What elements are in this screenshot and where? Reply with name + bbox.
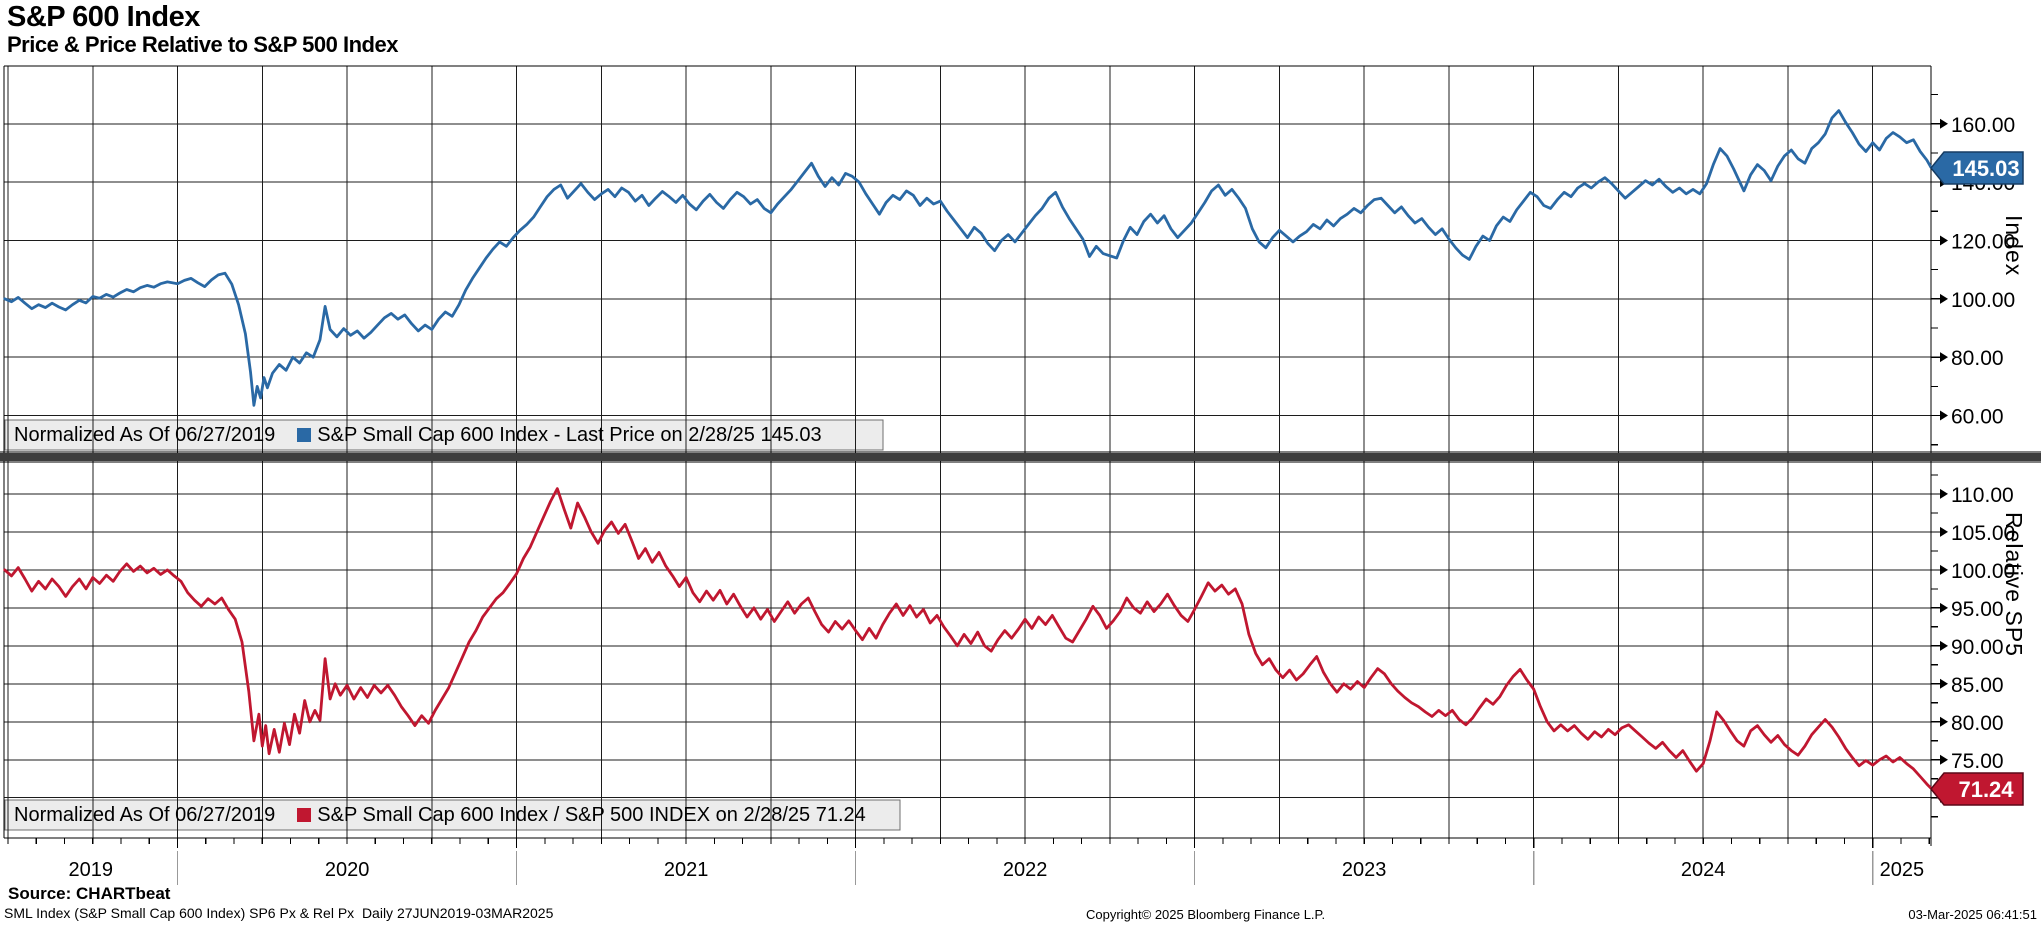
last-price-flag-bottom: 71.24: [1930, 772, 2024, 806]
legend-series-label: S&P Small Cap 600 Index / S&P 500 INDEX …: [317, 803, 866, 826]
y-axis-tick-label: 80.00: [1951, 712, 2004, 735]
y-axis-tick-label: 80.00: [1951, 347, 2004, 370]
legend-top-panel: Normalized As Of 06/27/2019 S&P Small Ca…: [14, 421, 822, 449]
y-axis-tick-label: 75.00: [1951, 750, 2004, 773]
legend-series-label: S&P Small Cap 600 Index - Last Price on …: [317, 423, 822, 446]
y-tick-arrow-icon: [1940, 678, 1948, 689]
y-tick-arrow-icon: [1940, 526, 1948, 537]
legend-bottom-panel: Normalized As Of 06/27/2019 S&P Small Ca…: [14, 801, 866, 829]
y-tick-arrow-icon: [1940, 602, 1948, 613]
last-price-value-bottom: 71.24: [1958, 777, 2014, 802]
y-axis-tick-label: 95.00: [1951, 598, 2004, 621]
y-axis-tick-label: 100.00: [1951, 560, 2015, 583]
series-line-relative: [3, 487, 1933, 790]
series-swatch-relative-icon: [297, 808, 312, 822]
x-axis-year-label: 2020: [325, 859, 370, 881]
y-tick-arrow-icon: [1940, 293, 1948, 304]
series-swatch-sp600-icon: [297, 428, 312, 442]
y-axis-tick-label: 110.00: [1951, 484, 2014, 507]
legend-normalized-label: Normalized As Of 06/27/2019: [14, 803, 276, 826]
y-axis-tick-label: 90.00: [1951, 636, 2004, 659]
y-tick-arrow-icon: [1940, 235, 1948, 246]
y-tick-arrow-icon: [1940, 716, 1948, 727]
x-axis-year-label: 2021: [664, 859, 709, 881]
x-axis-year-label: 2024: [1681, 859, 1726, 881]
y-axis-tick-label: 160.00: [1951, 114, 2015, 137]
y-tick-arrow-icon: [1940, 640, 1948, 651]
y-axis-tick-label: 85.00: [1951, 674, 2004, 697]
series-line-sp600: [3, 109, 1933, 407]
page-title: S&P 600 Index: [7, 1, 200, 33]
page-subtitle: Price & Price Relative to S&P 500 Index: [7, 32, 398, 57]
legend-normalized-label: Normalized As Of 06/27/2019: [14, 423, 276, 446]
x-axis-year-label: 2022: [1003, 859, 1048, 881]
source-label: Source: CHARTbeat: [8, 884, 171, 903]
y-axis-tick-label: 100.00: [1951, 289, 2015, 312]
panel-separator: [0, 453, 2041, 461]
y-tick-arrow-icon: [1940, 564, 1948, 575]
y-axis-title-relative: Relative SP5: [2001, 512, 2027, 657]
x-axis-year-label: 2023: [1342, 859, 1387, 881]
y-tick-arrow-icon: [1940, 410, 1948, 421]
y-tick-arrow-icon: [1940, 754, 1948, 765]
y-tick-arrow-icon: [1940, 352, 1948, 363]
y-axis-tick-label: 120.00: [1951, 230, 2015, 253]
y-axis-tick-label: 105.00: [1951, 522, 2015, 545]
legend-strip: [4, 419, 884, 451]
x-axis-year-label: 2025: [1880, 859, 1925, 881]
y-axis-tick-label: 60.00: [1951, 406, 2004, 429]
last-price-value-top: 145.03: [1952, 156, 2019, 181]
timestamp-label: 03-Mar-2025 06:41:51: [1908, 907, 2037, 922]
copyright-label: Copyright© 2025 Bloomberg Finance L.P.: [1086, 907, 1326, 922]
x-axis-year-label: 2019: [69, 859, 114, 881]
y-tick-arrow-icon: [1940, 488, 1948, 499]
y-axis-title-index: Index: [2001, 215, 2027, 277]
last-price-flag-top: 145.03: [1930, 151, 2024, 185]
y-tick-arrow-icon: [1940, 118, 1948, 129]
legend-strip: [4, 799, 901, 831]
chart-description: SML Index (S&P Small Cap 600 Index) SP6 …: [4, 905, 554, 921]
